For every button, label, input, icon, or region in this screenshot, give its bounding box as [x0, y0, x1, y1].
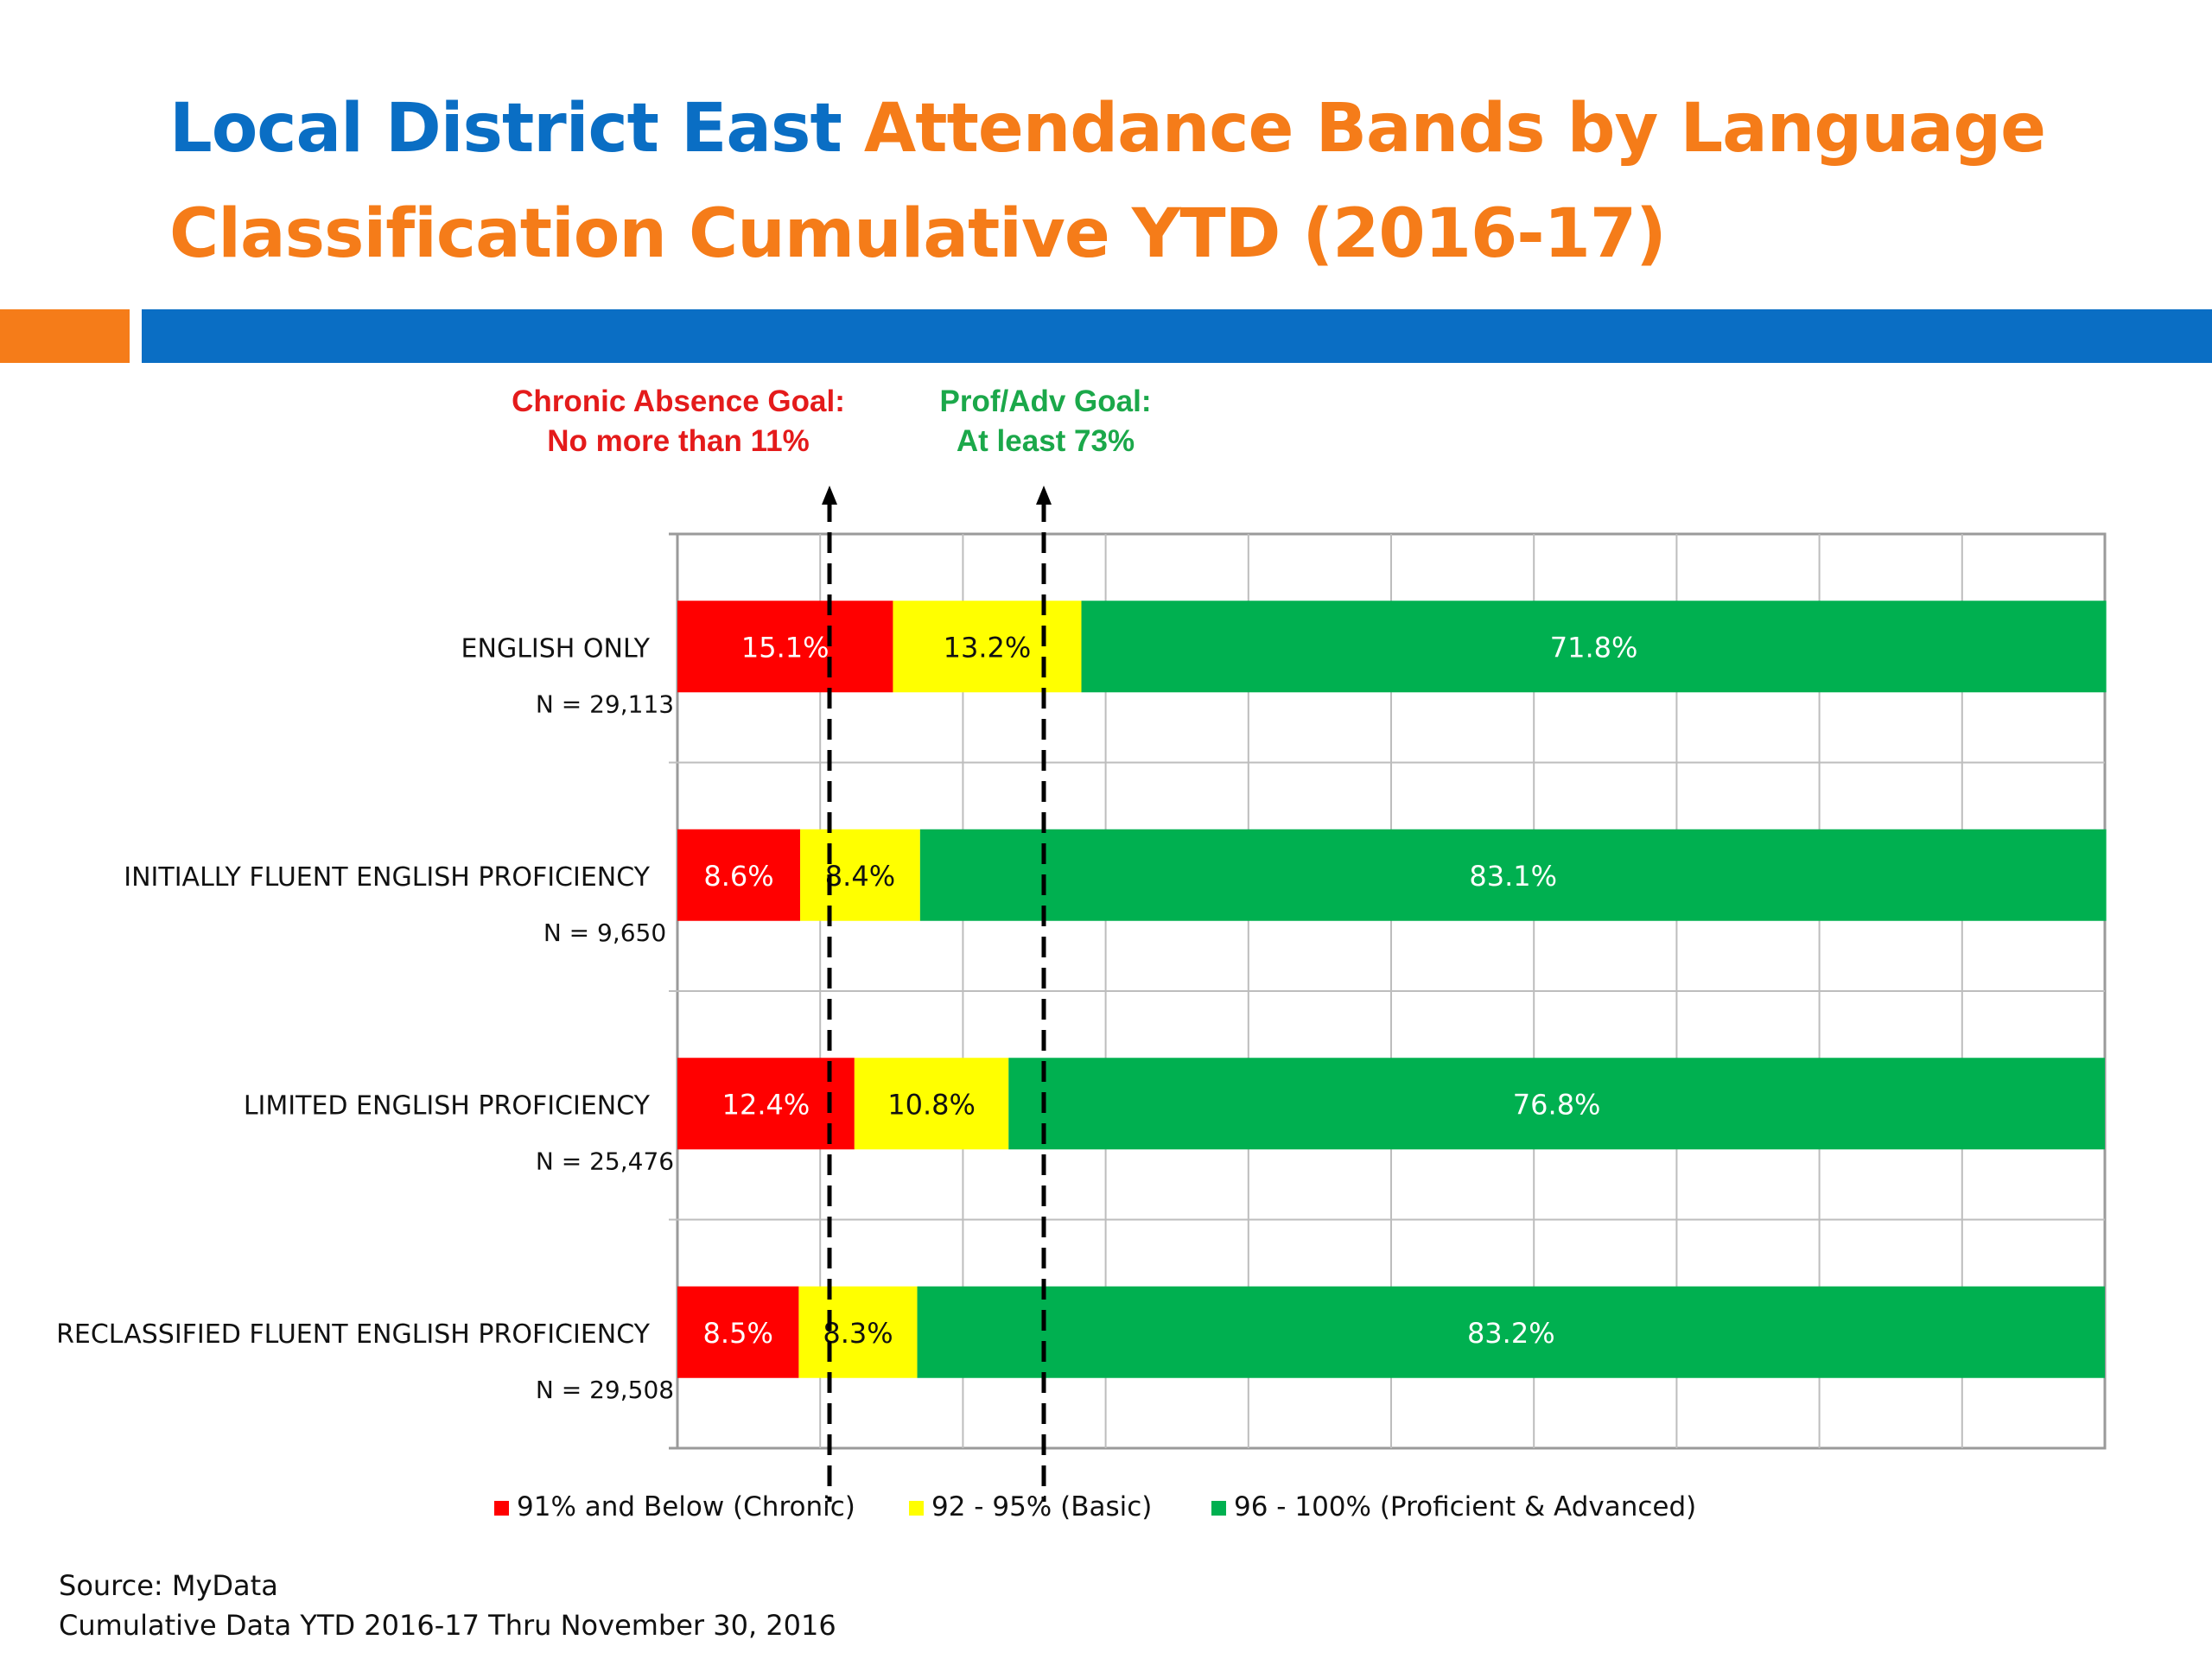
category-label: ENGLISH ONLY [461, 633, 651, 664]
accent-bar-blue [142, 309, 2212, 363]
chronic-goal-line2: No more than 11% [547, 424, 810, 458]
category-label: INITIALLY FLUENT ENGLISH PROFICIENCY [124, 862, 650, 893]
data-label: 15.1% [741, 631, 830, 664]
data-label: 13.2% [944, 631, 1032, 664]
data-label: 8.3% [823, 1317, 893, 1350]
category-n-label: N = 29,508 [536, 1376, 674, 1404]
legend-label: 91% and Below (Chronic) [517, 1491, 855, 1522]
bar-segment [800, 829, 920, 921]
chronic-goal-line1: Chronic Absence Goal: [512, 385, 845, 418]
prof-goal-line2: At least 73% [956, 424, 1135, 458]
goal-arrow-head [822, 486, 837, 505]
data-label: 8.4% [825, 860, 895, 893]
prof-goal-line1: Prof/Adv Goal: [939, 385, 1152, 418]
legend-swatch [494, 1501, 509, 1516]
legend-label: 92 - 95% (Basic) [931, 1491, 1152, 1522]
data-label: 83.2% [1467, 1317, 1555, 1350]
data-label: 8.5% [703, 1317, 773, 1350]
chronic-absence-goal-label: Chronic Absence Goal: No more than 11% [467, 382, 890, 461]
source-note: Source: MyData Cumulative Data YTD 2016-… [59, 1566, 836, 1645]
bar-segment [677, 1058, 855, 1150]
bar-segment [919, 829, 2107, 921]
bar-segment [1008, 1058, 2105, 1150]
data-label: 71.8% [1550, 631, 1638, 664]
category-n-label: N = 25,476 [536, 1147, 674, 1175]
category-n-label: N = 29,113 [536, 690, 674, 718]
bar-segment [677, 1286, 799, 1378]
data-label: 76.8% [1513, 1088, 1601, 1121]
page-title: Local District East Attendance Bands by … [169, 76, 2122, 287]
category-label: RECLASSIFIED FLUENT ENGLISH PROFICIENCY [56, 1319, 651, 1350]
data-label: 8.6% [703, 860, 773, 893]
data-label: 10.8% [887, 1088, 976, 1121]
goal-arrow-head [1036, 486, 1052, 505]
data-label: 83.1% [1469, 860, 1557, 893]
category-label: LIMITED ENGLISH PROFICIENCY [244, 1090, 651, 1121]
legend-swatch [909, 1501, 924, 1516]
source-line-1: Source: MyData [59, 1569, 278, 1602]
bar-segment [893, 601, 1082, 693]
source-line-2: Cumulative Data YTD 2016-17 Thru Novembe… [59, 1609, 836, 1642]
attendance-bands-chart: 15.1% 13.2% 71.8% ENGLISH ONLY N = 29,113 8.6… [56, 486, 2107, 1522]
bar-segment [1081, 601, 2107, 693]
category-n-label: N = 9,650 [543, 918, 666, 947]
bar-segment [798, 1286, 918, 1378]
bar-segment [677, 601, 893, 693]
accent-bar-orange [0, 309, 130, 363]
title-district: Local District East [169, 90, 842, 168]
data-label: 12.4% [722, 1088, 810, 1121]
title-subject: Attendance Bands by Language Classificat… [169, 90, 2046, 273]
bar-segment [677, 829, 801, 921]
bar-segment [854, 1058, 1009, 1150]
legend-label: 96 - 100% (Proficient & Advanced) [1234, 1491, 1696, 1522]
bar-segment [917, 1286, 2105, 1378]
legend-swatch [1211, 1501, 1226, 1516]
prof-adv-goal-label: Prof/Adv Goal: At least 73% [890, 382, 1201, 461]
